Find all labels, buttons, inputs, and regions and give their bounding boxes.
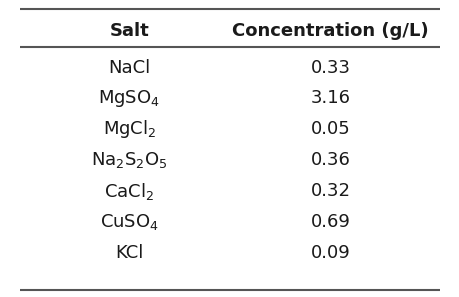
Text: 0.69: 0.69 [310, 213, 350, 231]
Text: 3.16: 3.16 [310, 89, 350, 108]
Text: CuSO$_4$: CuSO$_4$ [100, 212, 158, 232]
Text: MgSO$_4$: MgSO$_4$ [98, 88, 160, 109]
Text: CaCl$_2$: CaCl$_2$ [104, 181, 154, 202]
Text: 0.05: 0.05 [310, 120, 350, 138]
Text: Salt: Salt [109, 22, 149, 40]
Text: 0.32: 0.32 [310, 182, 350, 200]
Text: MgCl$_2$: MgCl$_2$ [102, 119, 156, 140]
Text: 0.36: 0.36 [310, 151, 350, 169]
Text: 0.33: 0.33 [310, 59, 350, 77]
Text: 0.09: 0.09 [310, 244, 350, 262]
Text: Na$_2$S$_2$O$_5$: Na$_2$S$_2$O$_5$ [91, 150, 168, 170]
Text: KCl: KCl [115, 244, 143, 262]
Text: NaCl: NaCl [108, 59, 150, 77]
Text: Concentration (g/L): Concentration (g/L) [232, 22, 428, 40]
